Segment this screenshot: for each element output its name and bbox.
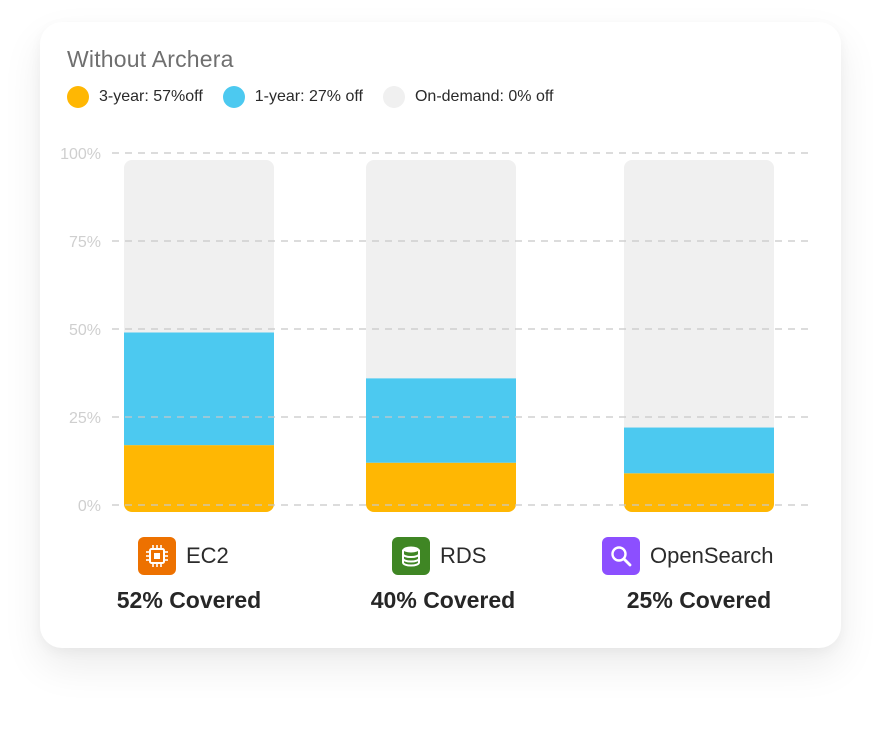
- bar-ec2-on-demand-0-off: [124, 160, 274, 333]
- bar-group-ec2: [124, 160, 274, 512]
- service-opensearch: OpenSearch: [602, 537, 774, 575]
- legend-label-on-demand: On-demand: 0% off: [414, 88, 554, 105]
- bar-rds-1-year-27-off: [366, 378, 516, 463]
- service-name-ec2: EC2: [186, 543, 229, 568]
- bar-opensearch-3-year-57-off: [624, 473, 774, 512]
- legend-label-3-year: 3-year: 57%off: [99, 88, 203, 105]
- legend-swatch-3-year: [67, 86, 89, 108]
- y-tick-label: 50%: [69, 322, 101, 339]
- bar-rds-3-year-57-off: [366, 462, 516, 512]
- y-tick-label: 25%: [69, 410, 101, 427]
- legend-swatch-1-year: [222, 86, 245, 108]
- database-icon: [392, 537, 430, 575]
- legend-label-1-year: 1-year: 27% off: [254, 88, 363, 105]
- bar-ec2-1-year-27-off: [124, 332, 274, 446]
- search-icon: [602, 537, 640, 575]
- service-rds: RDS: [392, 537, 486, 575]
- chart-title: Without Archera: [67, 46, 234, 72]
- service-name-opensearch: OpenSearch: [650, 543, 774, 568]
- service-ec2: EC2: [138, 537, 229, 575]
- legend-swatch-on-demand: [382, 86, 405, 108]
- coverage-opensearch: 25% Covered: [626, 587, 772, 613]
- y-tick-label: 0%: [78, 498, 101, 515]
- coverage-rds: 40% Covered: [370, 587, 516, 613]
- y-tick-label: 100%: [60, 146, 101, 163]
- bar-opensearch-on-demand-0-off: [624, 160, 774, 428]
- bar-ec2-3-year-57-off: [124, 445, 274, 512]
- service-name-rds: RDS: [440, 543, 487, 568]
- bar-opensearch-1-year-27-off: [624, 427, 774, 474]
- legend: 3-year: 57%off 1-year: 27% off On-demand…: [67, 86, 573, 108]
- chip-icon: [138, 537, 176, 575]
- legend-item-3-year: 3-year: 57%off: [67, 86, 203, 108]
- bar-group-opensearch: [624, 160, 774, 512]
- bar-group-rds: [366, 160, 516, 512]
- y-tick-label: 75%: [69, 234, 101, 251]
- legend-item-1-year: 1-year: 27% off: [222, 86, 363, 108]
- legend-item-on-demand: On-demand: 0% off: [382, 86, 554, 108]
- coverage-ec2: 52% Covered: [116, 587, 262, 613]
- bar-rds-on-demand-0-off: [366, 160, 516, 379]
